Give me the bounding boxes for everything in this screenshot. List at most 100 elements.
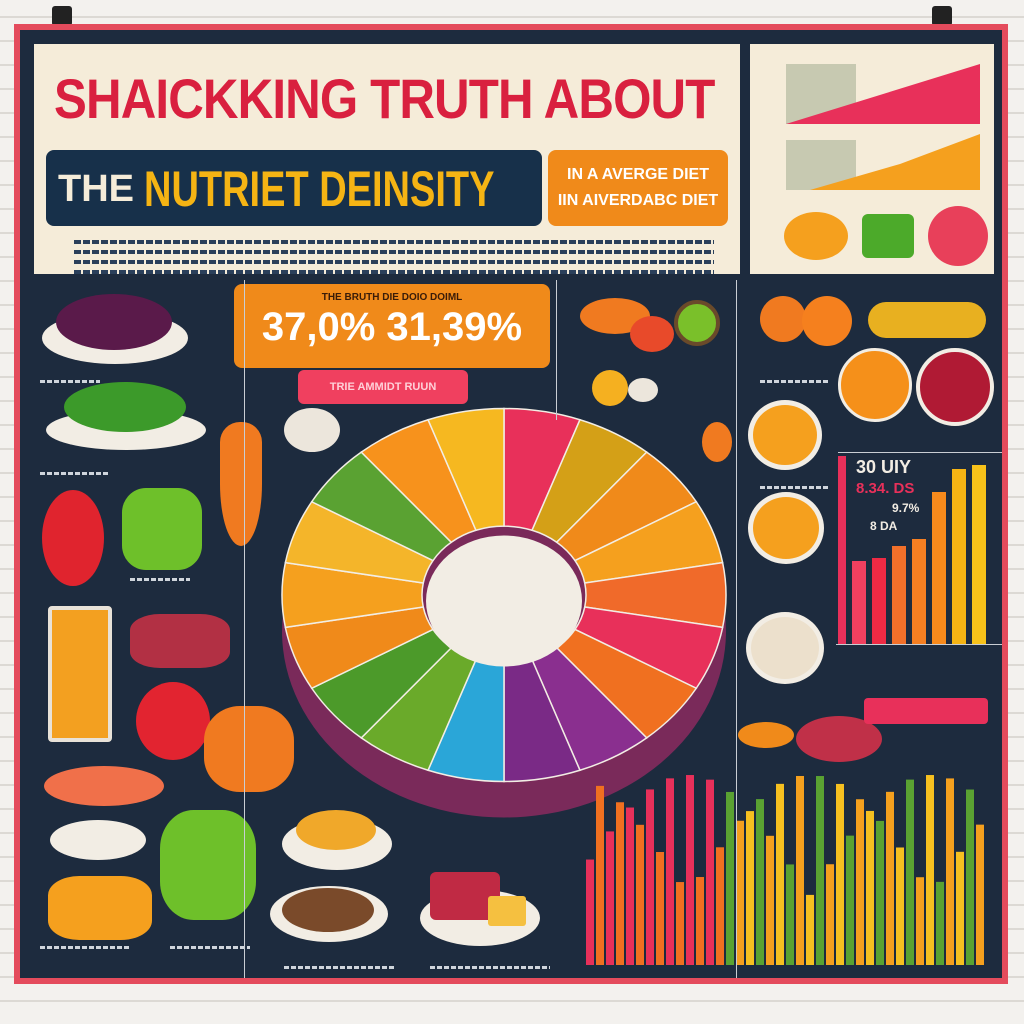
bar <box>766 835 774 965</box>
eggs-icon <box>50 820 146 860</box>
bar <box>916 877 924 965</box>
stat-value: 37,0% 31,39% <box>261 305 523 349</box>
strawberry-icon <box>136 682 210 760</box>
corn-pieces-icon <box>48 876 152 940</box>
bar <box>666 778 674 965</box>
caption-text <box>284 966 394 969</box>
bar <box>626 807 634 965</box>
divider <box>244 280 245 978</box>
juice-glass-icon <box>48 606 112 742</box>
donut-segment <box>427 407 505 532</box>
carrot-piece-icon <box>738 722 794 748</box>
stat-banner: TRIE AMMIDT RUUN <box>298 370 468 404</box>
bar <box>786 864 794 965</box>
papaya-icon <box>630 316 674 352</box>
bar <box>886 791 894 965</box>
pepper-icon <box>122 488 202 570</box>
bar <box>796 775 804 965</box>
bar <box>686 775 694 965</box>
caption-text <box>130 578 190 581</box>
bar <box>756 799 764 965</box>
bar <box>846 835 854 965</box>
garlic-icon <box>284 408 340 452</box>
bar <box>866 810 874 965</box>
cheese-icon <box>488 896 526 926</box>
bar <box>936 881 944 965</box>
caption-text <box>40 380 100 383</box>
potato-icon <box>592 370 628 406</box>
bar <box>946 778 954 965</box>
pomegranate-icon <box>916 348 994 426</box>
chart-label-2: 8.34. DS <box>856 480 915 497</box>
bowl-spice-icon <box>748 492 824 564</box>
lentils-icon <box>282 888 374 932</box>
bar <box>906 779 914 965</box>
binder-clip-icon <box>932 6 952 26</box>
bar <box>872 557 886 644</box>
bar <box>852 561 866 644</box>
bar <box>606 831 614 965</box>
bowl-lentils-icon <box>748 400 822 470</box>
bar <box>956 851 964 965</box>
title-line2: NUTRIET DEINSITY <box>144 161 495 217</box>
chart-caption-banner <box>864 698 988 724</box>
mini-area-charts <box>784 64 988 266</box>
bar <box>966 789 974 965</box>
bar <box>746 811 754 965</box>
bar <box>696 877 704 965</box>
bar <box>838 456 846 644</box>
chart-label-1: 30 UIY <box>856 457 912 477</box>
caption-text <box>760 486 830 489</box>
axis <box>836 644 1002 645</box>
caption-text <box>430 966 550 969</box>
caption-text <box>760 380 830 383</box>
bar <box>926 775 934 965</box>
grapes-icon <box>56 294 172 350</box>
egg-icon <box>628 378 658 402</box>
bar <box>896 847 904 965</box>
stat-caption: THE BRUTH DIE DOIO DOIML <box>321 292 463 303</box>
bar <box>716 847 724 965</box>
bar <box>706 779 714 965</box>
bar <box>976 824 984 965</box>
divider <box>556 280 557 420</box>
bar <box>836 783 844 965</box>
salmon-icon <box>44 766 164 806</box>
bar <box>816 776 824 965</box>
greens-icon <box>64 382 186 432</box>
bar <box>776 783 784 965</box>
bar <box>876 820 884 965</box>
caption-text <box>40 472 110 475</box>
pepper-icon <box>160 810 256 920</box>
orange-half-icon <box>838 348 912 422</box>
bar <box>646 789 654 965</box>
chart-top-rule <box>838 452 1002 453</box>
steak-icon <box>130 614 230 668</box>
kiwi-icon <box>674 300 720 346</box>
donut-hole <box>426 535 582 667</box>
orange-slice-icon <box>802 296 852 346</box>
bar <box>676 882 684 965</box>
spice-icon <box>296 810 376 850</box>
bar <box>656 852 664 965</box>
bar <box>636 824 644 965</box>
bar <box>856 799 864 965</box>
chart-label-4: 8 DA <box>870 519 898 533</box>
mini-charts-panel <box>750 44 994 274</box>
caption-text <box>40 946 130 949</box>
bar <box>932 491 946 644</box>
title-line1: SHAICKKING TRUTH ABOUT <box>54 67 715 130</box>
binder-clip-icon <box>52 6 72 26</box>
bar <box>972 465 986 644</box>
header-panel: SHAICKKING TRUTH ABOUT THE NUTRIET DEINS… <box>34 44 740 274</box>
poster-body: SHAICKKING TRUTH ABOUT THE NUTRIET DEINS… <box>20 30 1002 978</box>
subtitle-box: IN A AVERGE DIET IIN AIVERDABC DIET <box>548 150 728 226</box>
stat-callout: THE BRUTH DIE DOIO DOIML 37,0% 31,39% <box>234 284 550 368</box>
bar <box>912 538 926 644</box>
papaya-icon <box>204 706 294 792</box>
subtitle-line2: IIN AIVERDABC DIET <box>557 192 719 209</box>
bar <box>616 802 624 965</box>
strawberry-icon <box>42 490 104 586</box>
caption-text <box>170 946 250 949</box>
bar <box>952 469 966 644</box>
